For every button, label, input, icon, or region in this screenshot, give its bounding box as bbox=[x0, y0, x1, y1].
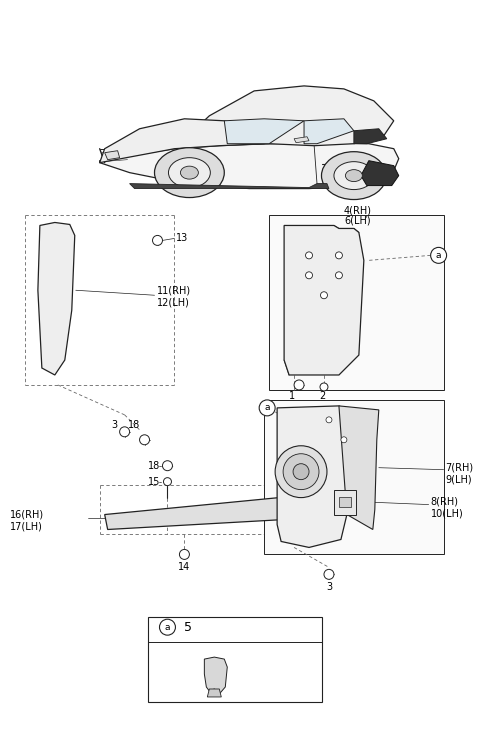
Ellipse shape bbox=[155, 147, 224, 198]
Ellipse shape bbox=[322, 152, 386, 199]
Polygon shape bbox=[204, 657, 228, 694]
Polygon shape bbox=[105, 150, 120, 159]
Circle shape bbox=[293, 464, 309, 479]
Polygon shape bbox=[277, 406, 349, 548]
Text: 7(RH): 7(RH) bbox=[445, 462, 474, 473]
Text: 18: 18 bbox=[147, 461, 160, 471]
Circle shape bbox=[180, 549, 190, 559]
Polygon shape bbox=[294, 137, 309, 143]
Polygon shape bbox=[174, 86, 394, 149]
Circle shape bbox=[164, 478, 171, 485]
Polygon shape bbox=[224, 119, 304, 144]
Polygon shape bbox=[100, 119, 269, 163]
Text: a: a bbox=[165, 622, 170, 631]
Bar bbox=[269, 216, 444, 390]
Polygon shape bbox=[284, 225, 364, 375]
Text: 13: 13 bbox=[177, 233, 189, 243]
Bar bbox=[339, 496, 351, 507]
Text: 15: 15 bbox=[147, 476, 160, 487]
Text: 5: 5 bbox=[184, 621, 192, 634]
Text: 17(LH): 17(LH) bbox=[10, 522, 43, 531]
Polygon shape bbox=[105, 498, 289, 530]
Polygon shape bbox=[304, 119, 354, 144]
Circle shape bbox=[306, 272, 312, 279]
Circle shape bbox=[163, 461, 172, 471]
Circle shape bbox=[306, 252, 312, 259]
Ellipse shape bbox=[180, 166, 198, 179]
Bar bbox=[147, 617, 322, 702]
Text: 2: 2 bbox=[319, 391, 325, 401]
Circle shape bbox=[326, 417, 332, 423]
Circle shape bbox=[341, 436, 347, 443]
Ellipse shape bbox=[168, 158, 210, 187]
Circle shape bbox=[120, 427, 130, 436]
Polygon shape bbox=[354, 129, 387, 144]
Text: 10(LH): 10(LH) bbox=[431, 508, 463, 519]
Circle shape bbox=[283, 453, 319, 490]
Circle shape bbox=[431, 247, 446, 263]
Text: 14: 14 bbox=[178, 562, 191, 572]
Text: 4(RH): 4(RH) bbox=[344, 205, 372, 216]
Text: 3: 3 bbox=[326, 582, 332, 592]
Circle shape bbox=[321, 292, 327, 299]
Circle shape bbox=[336, 252, 342, 259]
Text: 16(RH): 16(RH) bbox=[10, 510, 44, 519]
Polygon shape bbox=[100, 143, 399, 188]
Text: 3: 3 bbox=[112, 420, 118, 430]
Circle shape bbox=[259, 400, 275, 416]
Polygon shape bbox=[207, 689, 221, 697]
Text: 9(LH): 9(LH) bbox=[445, 475, 472, 485]
Circle shape bbox=[320, 383, 328, 391]
Circle shape bbox=[159, 619, 176, 635]
Polygon shape bbox=[130, 184, 329, 188]
Text: 18: 18 bbox=[128, 420, 140, 430]
Text: 6(LH): 6(LH) bbox=[344, 216, 371, 225]
Circle shape bbox=[336, 272, 342, 279]
Text: 12(LH): 12(LH) bbox=[156, 297, 190, 308]
Text: a: a bbox=[436, 251, 442, 260]
Circle shape bbox=[294, 380, 304, 390]
Bar bbox=[264, 400, 444, 554]
Polygon shape bbox=[339, 406, 379, 530]
Ellipse shape bbox=[346, 170, 362, 182]
Text: a: a bbox=[264, 403, 270, 413]
Polygon shape bbox=[38, 222, 75, 375]
Polygon shape bbox=[361, 161, 399, 185]
Text: 11(RH): 11(RH) bbox=[156, 285, 191, 295]
Circle shape bbox=[275, 446, 327, 498]
Polygon shape bbox=[334, 490, 356, 514]
Text: 1: 1 bbox=[289, 391, 295, 401]
Circle shape bbox=[140, 435, 150, 445]
Circle shape bbox=[153, 236, 163, 245]
Circle shape bbox=[324, 569, 334, 579]
Text: 8(RH): 8(RH) bbox=[431, 496, 458, 507]
Ellipse shape bbox=[334, 162, 374, 190]
